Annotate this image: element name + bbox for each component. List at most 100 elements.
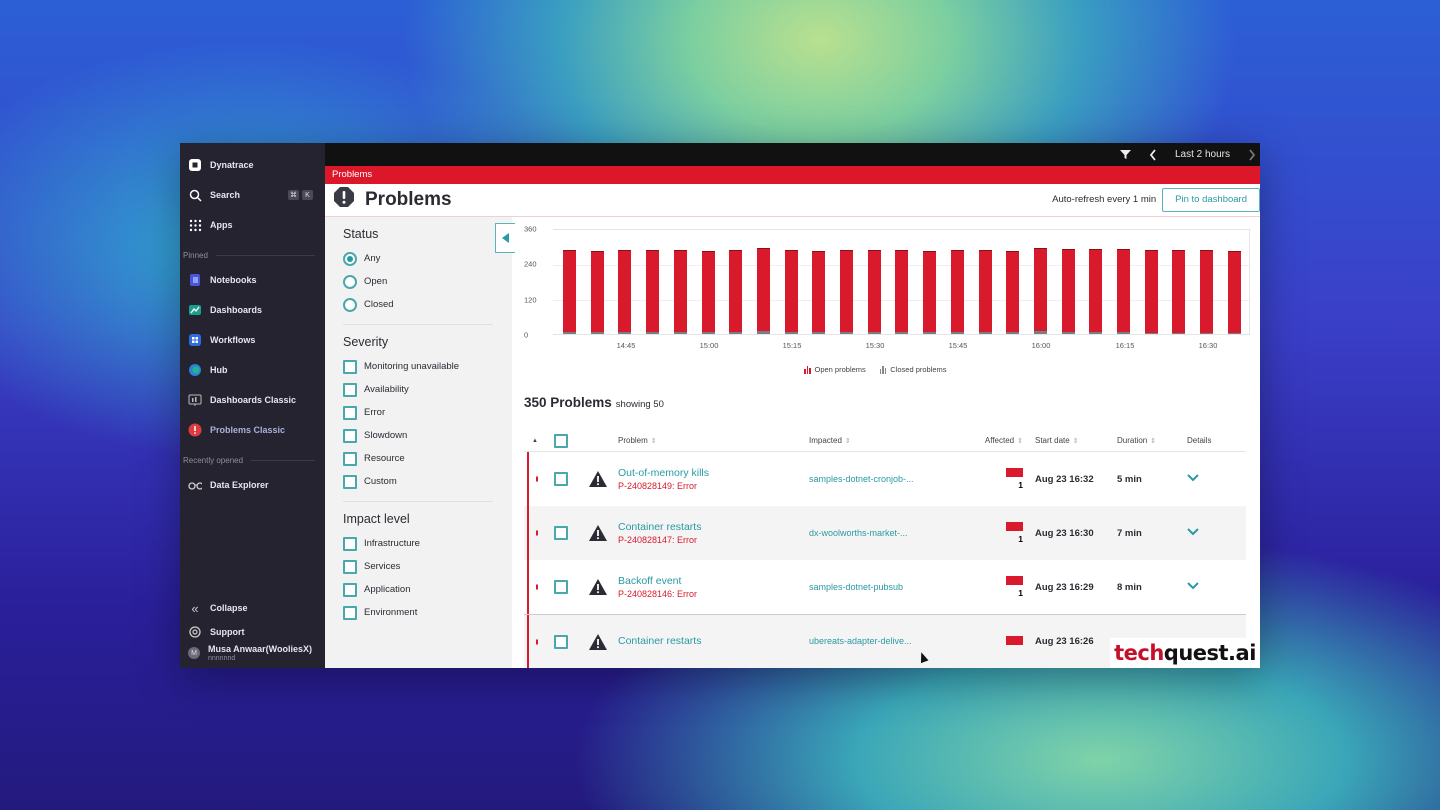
column-duration[interactable]: Duration ⇕ <box>1117 436 1187 445</box>
sidebar-item-dashboards-classic[interactable]: Dashboards Classic <box>180 385 325 415</box>
radio-button[interactable] <box>343 297 357 312</box>
sidebar-item-workflows[interactable]: Workflows <box>180 325 325 355</box>
legend-closed-problems[interactable]: Closed problems <box>879 365 947 374</box>
timeframe-next-button[interactable] <box>1248 149 1256 161</box>
table-row[interactable]: Container restarts P-240828147: Error dx-… <box>524 506 1246 560</box>
problem-title-link[interactable]: Out-of-memory kills <box>618 467 710 479</box>
checkbox[interactable] <box>343 405 357 420</box>
checkbox[interactable] <box>343 536 357 551</box>
chart-bar[interactable] <box>1089 249 1103 334</box>
chart-bar[interactable] <box>1006 250 1020 334</box>
problem-title-link[interactable]: Container restarts <box>618 634 702 647</box>
status-radio-closed[interactable]: Closed <box>343 293 512 316</box>
chart-bar[interactable] <box>590 250 604 334</box>
chart-bar[interactable] <box>1033 248 1047 334</box>
chart-bar[interactable] <box>1144 249 1158 334</box>
expand-details-chevron-icon[interactable] <box>1187 473 1199 482</box>
checkbox[interactable] <box>343 474 357 489</box>
status-radio-any[interactable]: Any <box>343 247 512 270</box>
chart-bar[interactable] <box>701 251 715 334</box>
checkbox[interactable] <box>343 451 357 466</box>
impacted-entity-link[interactable]: dx-woolworths-market-... <box>809 527 908 538</box>
chart-bar[interactable] <box>812 251 826 334</box>
impact-checkbox-services[interactable]: Services <box>343 555 512 578</box>
severity-marker <box>536 639 538 644</box>
table-row[interactable]: Out-of-memory kills P-240828149: Error sa… <box>524 452 1246 506</box>
chart-bar[interactable] <box>1227 251 1241 334</box>
impact-checkbox-infrastructure[interactable]: Infrastructure <box>343 532 512 555</box>
chart-bar[interactable] <box>563 250 576 334</box>
chart-bar[interactable] <box>646 250 660 334</box>
chart-bar[interactable] <box>784 249 798 334</box>
checkbox[interactable] <box>343 382 357 397</box>
checkbox[interactable] <box>343 582 357 597</box>
chart-bar[interactable] <box>1200 250 1214 334</box>
status-radio-open[interactable]: Open <box>343 270 512 293</box>
radio-button[interactable] <box>343 251 357 266</box>
expand-details-chevron-icon[interactable] <box>1187 527 1199 536</box>
impact-checkbox-environment[interactable]: Environment <box>343 601 512 624</box>
support-button[interactable]: Support <box>180 620 325 644</box>
severity-checkbox-slowdown[interactable]: Slowdown <box>343 424 512 447</box>
chart-bar[interactable] <box>1061 248 1075 334</box>
pin-to-dashboard-button[interactable]: Pin to dashboard <box>1162 187 1260 212</box>
chart-bar[interactable] <box>978 250 992 334</box>
sidebar-item-problems-classic[interactable]: Problems Classic <box>180 415 325 445</box>
checkbox[interactable] <box>343 559 357 574</box>
impacted-entity-link[interactable]: samples-dotnet-pubsub <box>809 581 904 592</box>
chart-bar[interactable] <box>673 250 687 334</box>
row-checkbox[interactable] <box>554 580 568 594</box>
select-all-checkbox[interactable] <box>554 433 568 448</box>
impacted-entity-link[interactable]: samples-dotnet-cronjob-... <box>809 473 914 484</box>
severity-checkbox-custom[interactable]: Custom <box>343 470 512 493</box>
sidebar-search[interactable]: Search ⌘ K <box>180 180 325 210</box>
sidebar-item-notebooks[interactable]: Notebooks <box>180 265 325 295</box>
chart-bar[interactable] <box>950 250 964 334</box>
checkbox[interactable] <box>343 428 357 443</box>
severity-checkbox-monitoring-unavailable[interactable]: Monitoring unavailable <box>343 355 512 378</box>
sidebar-brand[interactable]: Dynatrace <box>180 150 325 180</box>
severity-checkbox-availability[interactable]: Availability <box>343 378 512 401</box>
collapse-button[interactable]: « Collapse <box>180 596 325 620</box>
chart-bar[interactable] <box>729 250 743 334</box>
timeframe-prev-button[interactable] <box>1149 149 1157 161</box>
impact-checkbox-application[interactable]: Application <box>343 578 512 601</box>
chart-bar[interactable] <box>923 250 937 334</box>
severity-checkbox-error[interactable]: Error <box>343 401 512 424</box>
sidebar-item-data-explorer[interactable]: Data Explorer <box>180 470 325 500</box>
chart-bar[interactable] <box>1117 248 1130 334</box>
sidebar-item-dashboards[interactable]: Dashboards <box>180 295 325 325</box>
sort-toggle[interactable]: ▲ <box>532 437 538 444</box>
chart-bar[interactable] <box>1172 249 1186 334</box>
row-checkbox[interactable] <box>554 472 568 486</box>
row-checkbox[interactable] <box>554 526 568 540</box>
collapse-filters-button[interactable] <box>495 223 515 253</box>
problem-title-link[interactable]: Container restarts <box>618 521 702 533</box>
chart-plot-area[interactable] <box>553 229 1250 335</box>
chart-bar[interactable] <box>867 250 881 334</box>
sidebar-item-hub[interactable]: Hub <box>180 355 325 385</box>
row-checkbox[interactable] <box>554 634 568 649</box>
timeframe-selector[interactable]: Last 2 hours <box>1174 149 1230 161</box>
chart-bar[interactable] <box>756 248 770 334</box>
legend-open-problems[interactable]: Open problems <box>804 365 866 374</box>
column-impacted[interactable]: Impacted ⇕ <box>809 436 957 445</box>
problem-title-link[interactable]: Backoff event <box>618 575 682 587</box>
column-start-date[interactable]: Start date ⇕ <box>1023 436 1117 445</box>
chart-bar[interactable] <box>618 250 632 334</box>
filter-button[interactable] <box>1119 149 1131 160</box>
column-problem[interactable]: Problem ⇕ <box>618 436 809 445</box>
checkbox[interactable] <box>343 605 357 620</box>
severity-checkbox-resource[interactable]: Resource <box>343 447 512 470</box>
impacted-entity-link[interactable]: ubereats-adapter-delive... <box>809 636 912 646</box>
checkbox[interactable] <box>343 359 357 374</box>
select-all[interactable] <box>554 433 588 448</box>
table-row[interactable]: Backoff event P-240828146: Error samples-… <box>524 560 1246 614</box>
user-menu[interactable]: M Musa Anwaar(WooliesX) nnnnnnd <box>180 644 325 668</box>
chart-bar[interactable] <box>840 249 853 334</box>
column-affected[interactable]: Affected ⇕ <box>957 436 1023 445</box>
radio-button[interactable] <box>343 274 357 289</box>
chart-bar[interactable] <box>895 250 909 334</box>
sidebar-apps[interactable]: Apps <box>180 210 325 240</box>
expand-details-chevron-icon[interactable] <box>1187 581 1199 590</box>
